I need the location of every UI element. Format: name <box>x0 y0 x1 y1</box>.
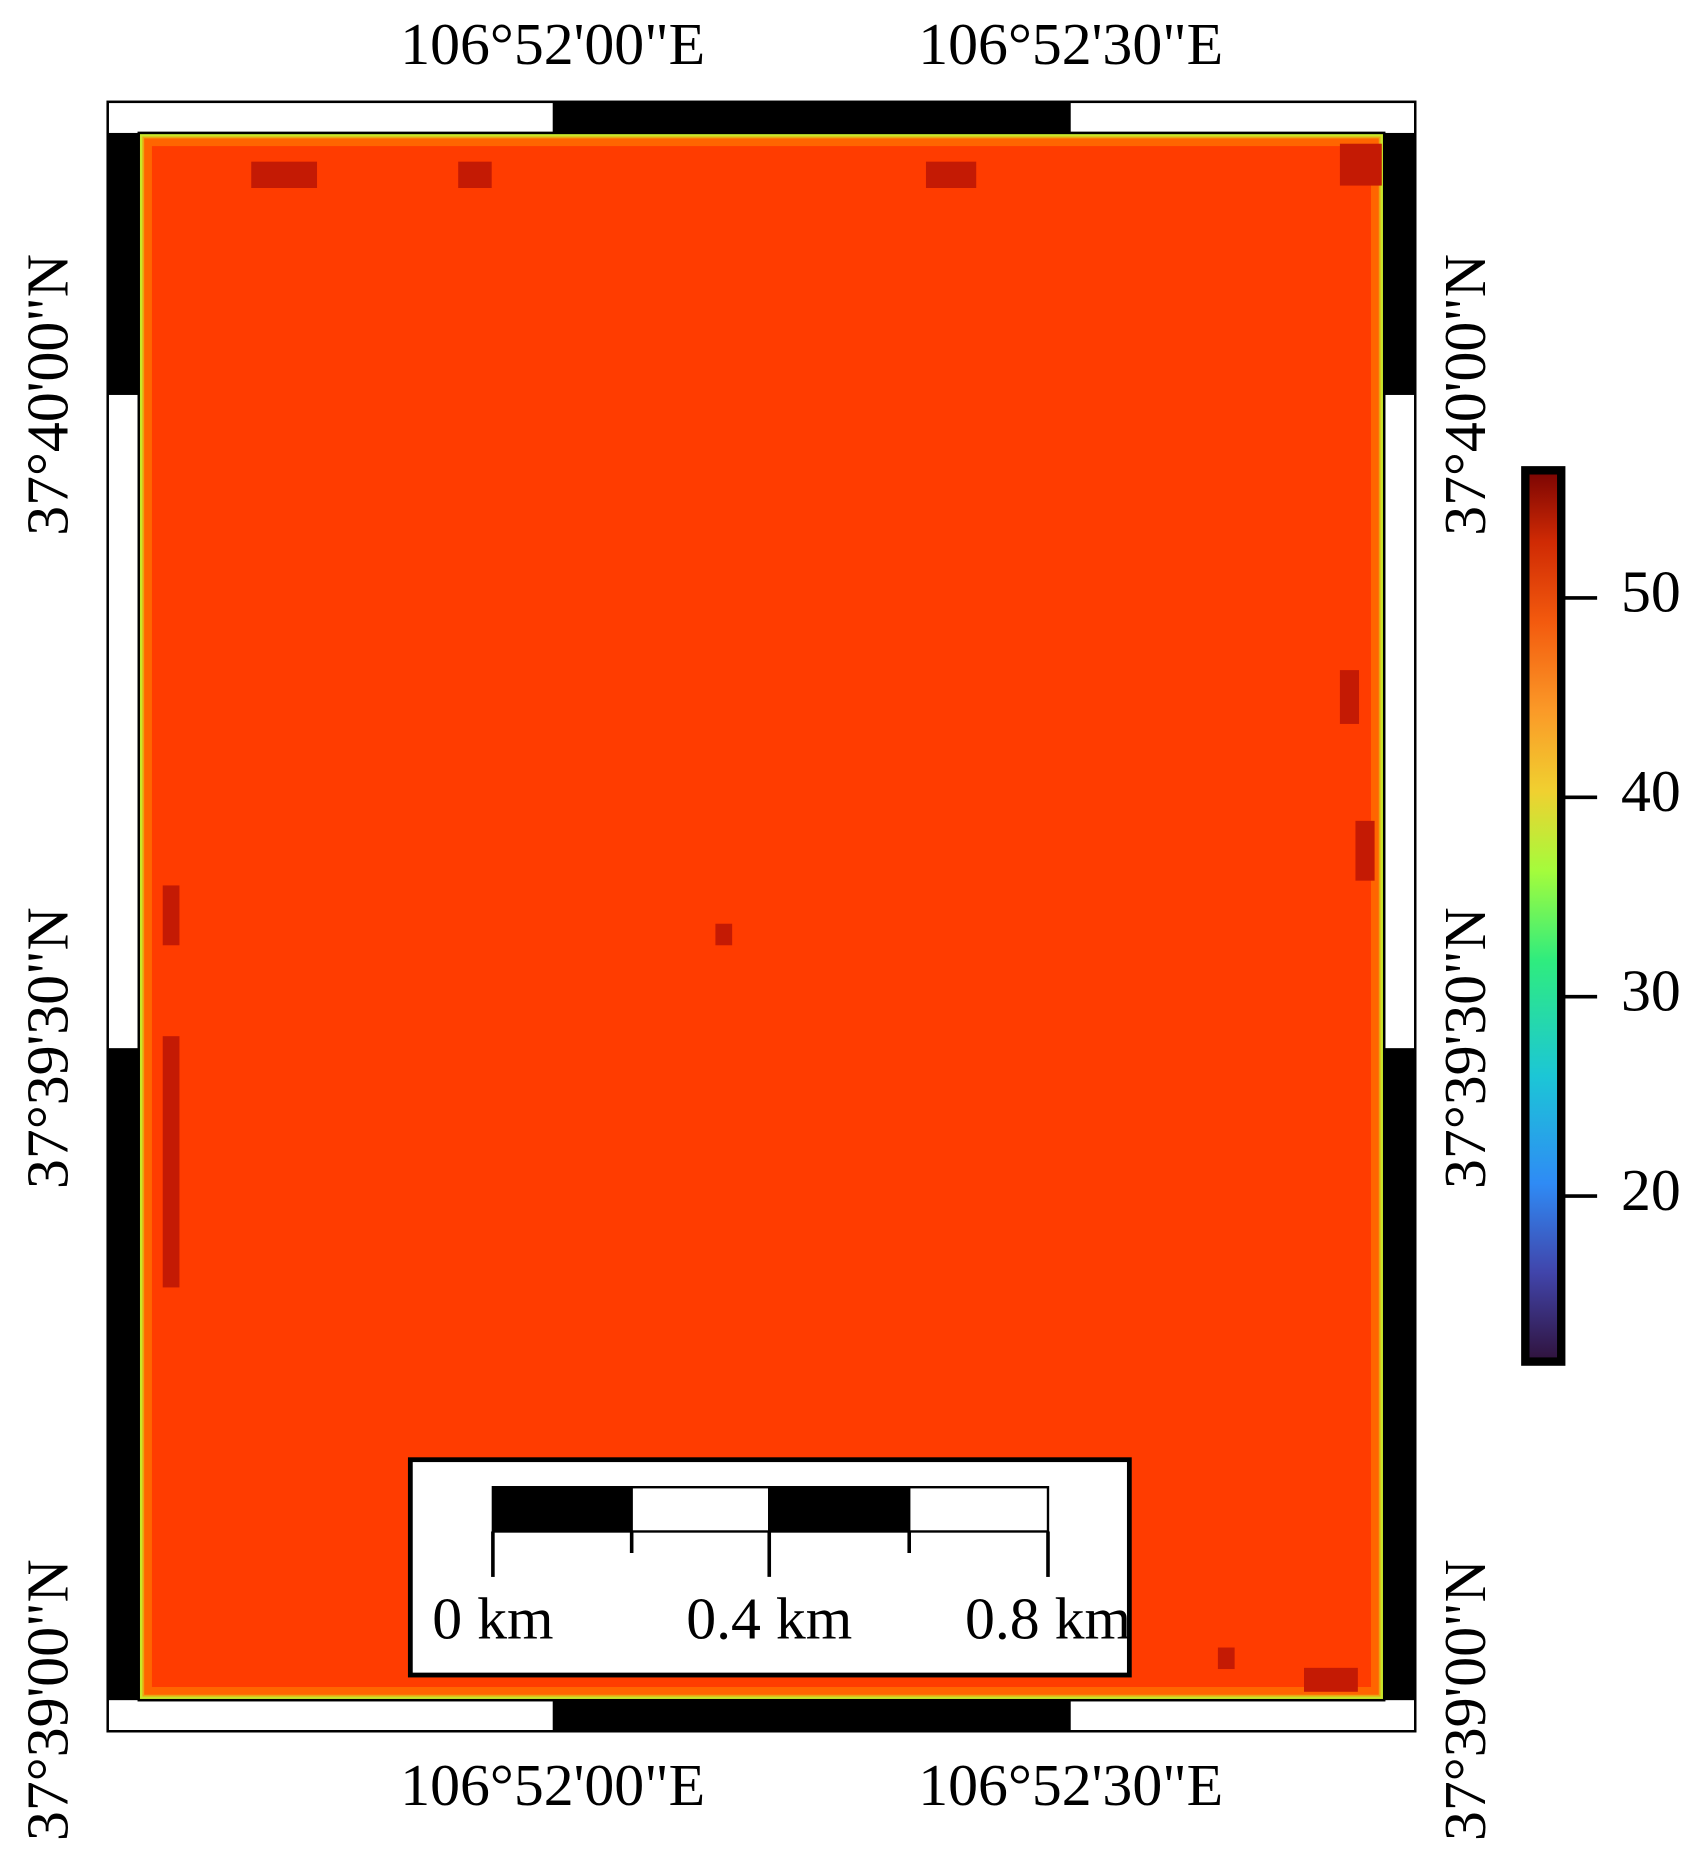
scale-label: 0.8 km <box>965 1586 1131 1652</box>
lon-label: 106°52'30"E <box>918 11 1223 77</box>
lat-label: 37°39'30"N <box>15 907 81 1189</box>
lon-label: 106°52'00"E <box>400 1752 705 1818</box>
lat-label: 37°40'00"N <box>1432 254 1498 536</box>
raster-hotspots <box>162 143 1382 1692</box>
map-border <box>137 131 1386 1702</box>
lat-label: 37°39'00"N <box>1432 1559 1498 1841</box>
lon-label: 106°52'30"E <box>918 1752 1223 1818</box>
map-border <box>106 100 1417 1733</box>
lon-label: 106°52'00"E <box>400 11 705 77</box>
raster-edge <box>142 136 1381 1697</box>
scale-label: 0.4 km <box>686 1586 852 1652</box>
raster <box>138 132 1385 1701</box>
colorbar-tick-label: 20 <box>1621 1157 1681 1223</box>
scale-label: 0 km <box>432 1586 553 1652</box>
scale-bar <box>491 1486 1050 1577</box>
lat-label: 37°39'30"N <box>1432 907 1498 1189</box>
lat-label: 37°39'00"N <box>15 1559 81 1841</box>
colorbar <box>1521 466 1566 1366</box>
frame-ticks <box>107 101 1416 1732</box>
raster-edge <box>138 132 1385 1701</box>
colorbar-tick-label: 40 <box>1621 758 1681 824</box>
colorbar-tick-label: 50 <box>1621 559 1681 625</box>
lat-label: 37°40'00"N <box>15 254 81 536</box>
colorbar-tick-label: 30 <box>1621 957 1681 1023</box>
